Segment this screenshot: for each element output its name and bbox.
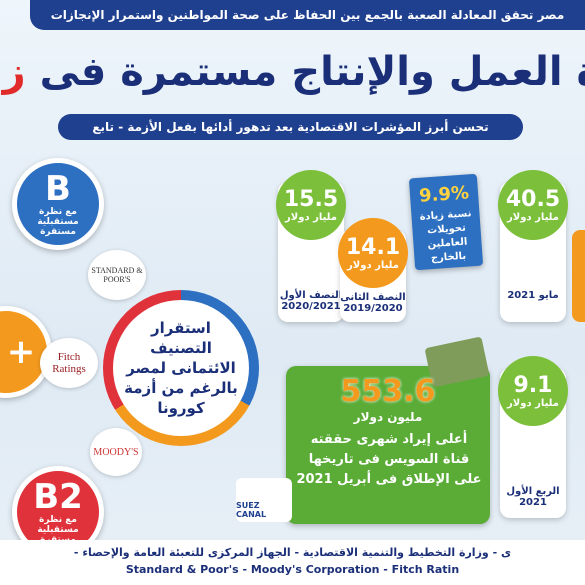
suez-box: [286, 366, 490, 524]
indicator-label: النصف الثانى 2019/2020: [340, 292, 406, 314]
cut-card: [572, 230, 585, 322]
indicator-unit: مليار دولار: [347, 260, 399, 271]
banner: مصر تحقق المعادلة الصعبة بالجمع بين الحف…: [30, 0, 585, 30]
indicator-bubble: 15.5 مليار دولار: [276, 170, 346, 240]
indicator-bubble: 14.1 مليار دولار: [338, 218, 408, 288]
indicator-bubble: 9.1 مليار دولار: [498, 356, 568, 426]
indicator-value: 40.5: [505, 187, 561, 212]
indicator-value: 15.5: [283, 187, 339, 212]
title: برة العمل والإنتاج مستمرة فى زمن الكورو: [0, 42, 585, 102]
indicator-value: 9.9%: [418, 182, 470, 207]
title-highlight: زمن الكورو: [0, 49, 26, 95]
title-main: برة العمل والإنتاج مستمرة فى: [39, 49, 585, 95]
footer-line: Standard & Poor's - Moody's Corporation …: [125, 563, 460, 576]
suez-unit: مليون دولار: [353, 410, 423, 424]
footer-line: ى - وزارة التخطيط والتنمية الاقتصادية - …: [73, 546, 512, 559]
rating-grade: B2: [33, 477, 83, 517]
agency-logo: STANDARD & POOR'S: [88, 250, 146, 300]
rating-outlook: مع نظرة مستقبلية مستقرة: [37, 207, 79, 237]
indicator-bubble: 40.5 مليار دولار: [498, 170, 568, 240]
indicator-unit: مليار دولار: [507, 212, 559, 223]
rating-grade: B: [45, 169, 71, 209]
indicator-label: النصف الأول 2020/2021: [279, 290, 343, 312]
indicator-label: مايو 2021: [507, 290, 559, 301]
rating-circle: B مع نظرة مستقبلية مستقرة: [12, 158, 104, 250]
remittance-card: 9.9% نسبة زيادة تحويلات العاملين بالخارج: [408, 173, 484, 271]
indicator-unit: مليار دولار: [507, 398, 559, 409]
suez-value: 553.6: [340, 374, 436, 409]
footer: ى - وزارة التخطيط والتنمية الاقتصادية - …: [0, 540, 585, 585]
indicator-label: الربع الأول 2021: [506, 486, 560, 508]
indicator-value: 14.1: [345, 235, 401, 260]
center-text: استقرار التصنيف الائتمانى لمصر بالرغم من…: [113, 300, 249, 436]
agency-logo: Fitch Ratings: [40, 338, 98, 388]
indicator-unit: مليار دولار: [285, 212, 337, 223]
rating-grade: +: [6, 332, 36, 372]
suez-logo: SUEZ CANAL: [236, 478, 292, 522]
indicator-value: 9.1: [513, 373, 553, 398]
indicator-label: نسبة زيادة تحويلات العاملين بالخارج: [419, 208, 472, 265]
agency-logo: MOODY'S: [90, 428, 142, 476]
subtitle: تحسن أبرز المؤشرات الاقتصادية بعد تدهور …: [58, 114, 523, 140]
suez-text: أعلى إيراد شهرى حققته قناة السويس فى تار…: [296, 432, 482, 487]
